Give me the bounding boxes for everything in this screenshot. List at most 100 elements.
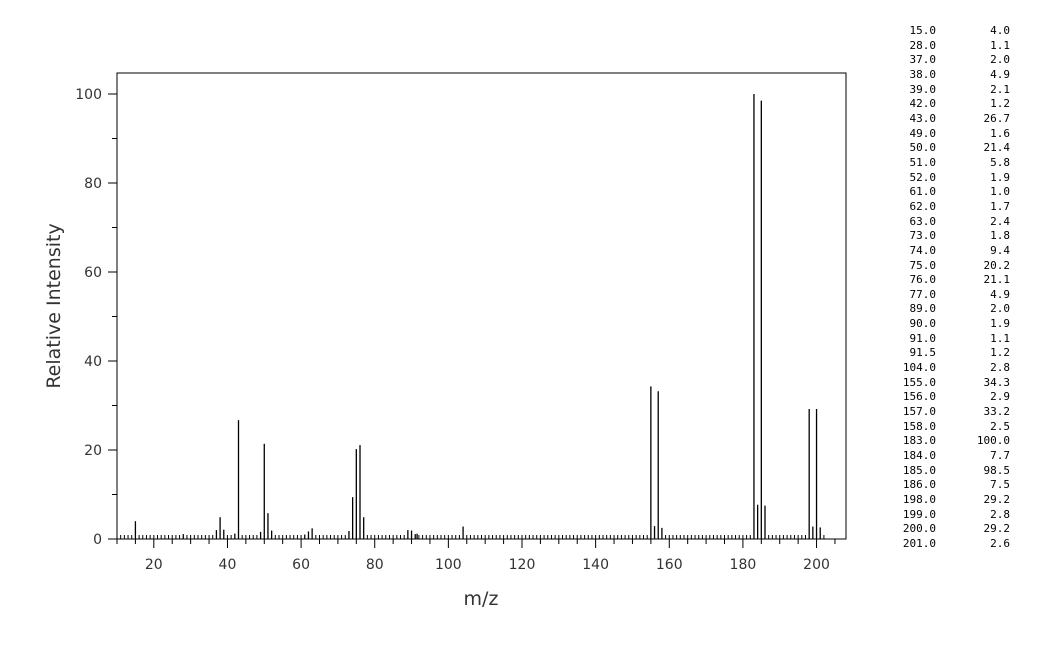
- peak-row: 28.0 1.1: [872, 38, 1011, 54]
- peak-row: 43.0 26.7: [872, 111, 1011, 127]
- peak-intensity-value: 1.9: [990, 170, 1010, 184]
- peak-row: 49.0 1.6: [872, 127, 1011, 142]
- peak-intensity-value: 1.1: [990, 38, 1010, 52]
- peak-mz-value: 199.0: [902, 507, 936, 521]
- peak-row: 50.0 21.4: [872, 141, 1011, 156]
- peak-list-table: 15.0 4.0 28.0 1.1 37.0 2.0 38.0 4.9 39.0 2.1 42.0 1…: [872, 24, 1010, 552]
- peak-row: 184.0 7.7: [872, 449, 1010, 464]
- y-tick-label: 20: [84, 443, 102, 459]
- peak-mz-value: 15.0: [909, 24, 937, 37]
- peak-mz-value: 74.0: [909, 243, 937, 257]
- x-tick-label: 40: [219, 557, 237, 573]
- peak-row: 63.0 2.4: [872, 214, 1011, 230]
- peak-intensity-value: 5.8: [990, 155, 1010, 169]
- y-tick-label: 80: [84, 176, 102, 192]
- peak-row: 76.0 21.1: [872, 273, 1011, 288]
- peak-bars: [134, 94, 821, 539]
- x-tick-label: 160: [656, 557, 683, 573]
- peak-mz-value: 37.0: [909, 53, 937, 67]
- peak-intensity-value: 9.4: [990, 243, 1010, 257]
- peak-row: 91.0 1.1: [872, 331, 1011, 347]
- y-tick-label: 60: [84, 265, 102, 281]
- peak-row: 75.0 20.2: [872, 258, 1011, 274]
- peak-mz-value: 158.0: [902, 419, 936, 433]
- peak-row: 199.0 2.8: [872, 508, 1010, 523]
- x-tick-label: 140: [582, 557, 609, 573]
- peak-row: 200.0 29.2: [872, 522, 1010, 537]
- peak-mz-value: 62.0: [909, 199, 937, 213]
- x-tick-label: 80: [366, 557, 384, 573]
- y-tick-label: 40: [84, 354, 102, 370]
- peak-row: 91.5 1.2: [872, 346, 1011, 361]
- peak-intensity-value: 4.9: [990, 67, 1010, 81]
- peak-row: 201.0 2.6: [872, 537, 1010, 552]
- peak-intensity-value: 2.6: [990, 536, 1010, 550]
- peak-intensity-value: 4.0: [990, 24, 1010, 37]
- peak-mz-value: 73.0: [909, 229, 937, 243]
- x-tick-label: 180: [730, 557, 757, 573]
- peak-intensity-value: 20.2: [983, 258, 1011, 272]
- peak-mz-value: 51.0: [909, 155, 937, 169]
- peak-intensity-value: 1.2: [990, 97, 1010, 111]
- peak-row: 90.0 1.9: [872, 317, 1011, 332]
- peak-mz-value: 39.0: [909, 82, 937, 96]
- peak-row: 198.0 29.2: [872, 493, 1010, 508]
- peak-mz-value: 43.0: [909, 111, 937, 125]
- peak-mz-value: 91.5: [909, 346, 937, 360]
- y-tick-label: 100: [75, 87, 102, 103]
- peak-row: 155.0 34.3: [872, 376, 1010, 391]
- peak-row: 74.0 9.4: [872, 243, 1011, 259]
- peak-mz-value: 104.0: [902, 361, 936, 375]
- peak-mz-value: 183.0: [902, 434, 936, 448]
- peak-mz-value: 50.0: [909, 141, 937, 155]
- peak-mz-value: 52.0: [909, 170, 937, 184]
- peak-intensity-value: 100.0: [976, 434, 1010, 448]
- peak-intensity-value: 1.0: [990, 185, 1010, 199]
- baseline-ticks: [120, 535, 825, 539]
- peak-row: 157.0 33.2: [872, 405, 1010, 420]
- peak-row: 61.0 1.0: [872, 185, 1011, 200]
- peak-row: 42.0 1.2: [872, 97, 1011, 112]
- peak-row: 185.0 98.5: [872, 464, 1010, 479]
- peak-intensity-value: 1.7: [990, 199, 1010, 213]
- peak-intensity-value: 21.1: [983, 273, 1011, 287]
- peak-mz-value: 75.0: [909, 258, 937, 272]
- x-tick-label: 100: [435, 557, 462, 573]
- peak-mz-value: 89.0: [909, 302, 937, 316]
- peak-mz-value: 198.0: [902, 493, 936, 506]
- peak-intensity-value: 7.5: [990, 478, 1010, 492]
- peak-intensity-value: 1.9: [990, 317, 1010, 331]
- peak-row: 38.0 4.9: [872, 67, 1011, 83]
- peak-row: 73.0 1.8: [872, 229, 1011, 244]
- x-tick-label: 60: [292, 557, 310, 573]
- x-tick-label: 120: [509, 557, 536, 573]
- peak-row: 77.0 4.9: [872, 287, 1011, 303]
- peak-intensity-value: 7.7: [990, 449, 1010, 463]
- peak-intensity-value: 2.1: [990, 82, 1010, 96]
- peak-intensity-value: 21.4: [983, 141, 1011, 155]
- peak-mz-value: 200.0: [902, 522, 936, 536]
- peak-row: 39.0 2.1: [872, 82, 1011, 98]
- peak-intensity-value: 33.2: [983, 405, 1011, 419]
- peak-row: 104.0 2.8: [872, 361, 1010, 376]
- y-tick-label: 0: [93, 532, 102, 548]
- peak-intensity-value: 29.2: [983, 493, 1011, 506]
- peak-mz-value: 28.0: [909, 38, 937, 52]
- peak-mz-value: 90.0: [909, 317, 937, 331]
- peak-intensity-value: 26.7: [983, 111, 1011, 125]
- peak-intensity-value: 2.0: [990, 53, 1010, 67]
- peak-mz-value: 91.0: [909, 331, 937, 345]
- peak-row: 37.0 2.0: [872, 53, 1011, 68]
- peak-mz-value: 201.0: [902, 536, 936, 550]
- peak-intensity-value: 4.9: [990, 287, 1010, 301]
- peak-intensity-value: 2.5: [990, 419, 1010, 433]
- peak-mz-value: 156.0: [902, 390, 936, 404]
- peak-row: 186.0 7.5: [872, 478, 1010, 493]
- x-axis-ticks: 20 40 60 80 100 120 140 160 180 200: [116, 539, 836, 573]
- peak-intensity-value: 2.4: [990, 214, 1010, 228]
- peak-intensity-value: 1.1: [990, 331, 1010, 345]
- peak-mz-value: 185.0: [902, 463, 936, 477]
- x-axis-label: m/z: [464, 588, 499, 610]
- peak-intensity-value: 1.2: [990, 346, 1010, 360]
- plot-frame: [116, 72, 847, 540]
